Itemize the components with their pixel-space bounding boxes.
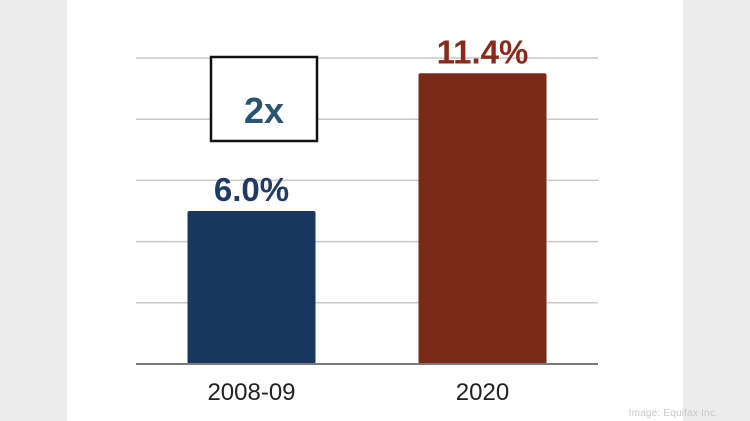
bars: [187, 73, 547, 365]
bar-2008-09: [187, 211, 316, 364]
x-tick-labels: 2008-09 2020: [207, 379, 509, 406]
tick-label-2020: 2020: [456, 379, 509, 406]
annotation-text: 2x: [244, 90, 284, 131]
chart-panel: [67, 0, 683, 421]
data-label-2008-09: 6.0%: [214, 171, 289, 208]
tick-label-2008-09: 2008-09: [207, 379, 295, 406]
image-credit: Image: Equifax Inc.: [628, 408, 718, 419]
bar-2020: [418, 73, 547, 365]
annotation-border: [209, 55, 319, 143]
data-labels: 6.0% 11.4%: [214, 33, 528, 208]
annotation-box: 2x: [209, 55, 319, 143]
data-label-2020: 11.4%: [437, 33, 529, 70]
